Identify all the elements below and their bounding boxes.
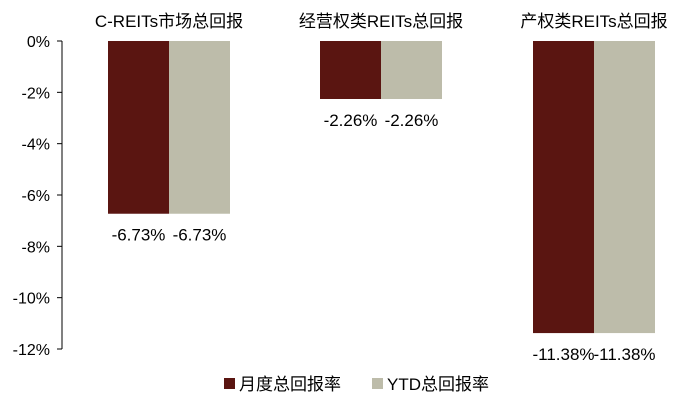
- category-label: 经营权类REITs总回报: [299, 12, 463, 31]
- data-label: -6.73%: [173, 226, 227, 245]
- y-tick-label: -4%: [22, 137, 50, 154]
- y-tick-label: -8%: [22, 239, 50, 256]
- legend-label: 月度总回报率: [239, 375, 341, 394]
- data-label: -2.26%: [324, 111, 378, 130]
- category-label: C-REITs市场总回报: [95, 12, 243, 31]
- labels-layer: -6.73% -2.26% -11.38% -6.73% -2.26% -11.38%: [112, 111, 656, 364]
- bars-layer: [108, 41, 655, 334]
- data-label: -6.73%: [112, 226, 166, 245]
- bar-ytd: [381, 41, 442, 100]
- legend: 月度总回报率 YTD总回报率: [224, 375, 489, 394]
- y-tick-label: -2%: [22, 85, 50, 102]
- legend-swatch: [372, 378, 383, 389]
- bar-monthly: [320, 41, 381, 100]
- y-tick-label: 0%: [27, 34, 50, 51]
- bar-monthly: [533, 41, 594, 334]
- data-label: -11.38%: [593, 345, 655, 364]
- legend-label: YTD总回报率: [387, 375, 489, 394]
- legend-swatch: [224, 378, 235, 389]
- data-label: -2.26%: [385, 111, 439, 130]
- bar-monthly: [108, 41, 169, 214]
- bar-ytd: [169, 41, 230, 214]
- y-tick-label: -12%: [13, 342, 50, 359]
- bar-ytd: [594, 41, 655, 334]
- category-label: 产权类REITs总回报: [520, 12, 667, 31]
- data-label: -11.38%: [532, 345, 594, 364]
- axis-layer: 0% -2% -4% -6% -8% -10% -12% C-REITs市场总回报 经营权类RE…: [13, 12, 668, 359]
- y-tick-label: -6%: [22, 188, 50, 205]
- y-tick-label: -10%: [13, 291, 50, 308]
